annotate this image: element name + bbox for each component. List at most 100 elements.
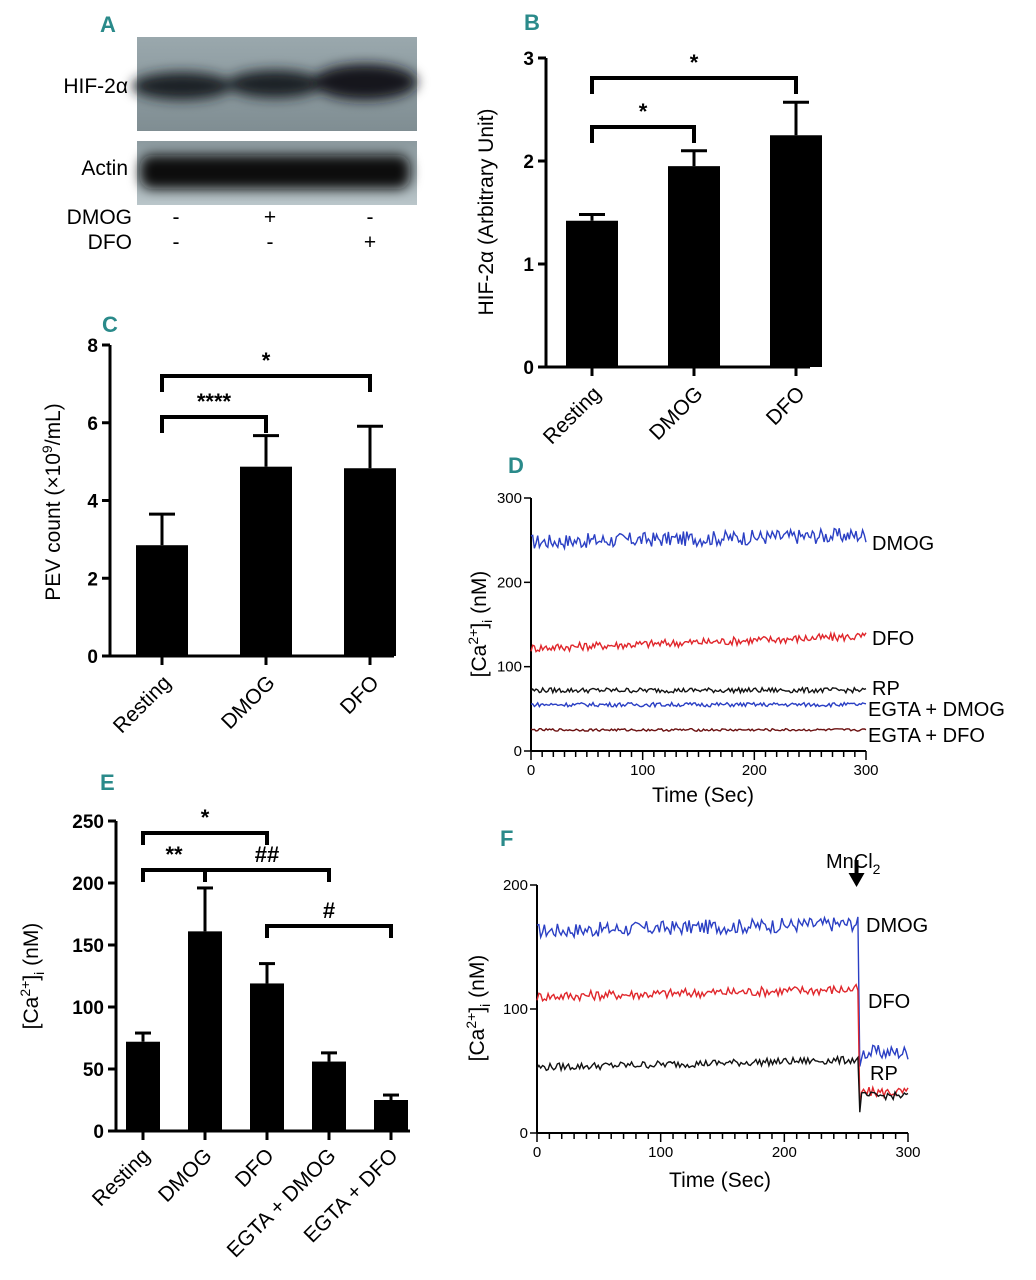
blot-label-actin: Actin [81,157,128,180]
bar-dmog [188,931,222,1131]
bar-dmog [668,166,720,367]
y-tick-label-300: 300 [497,490,522,507]
bar-egta-dfo [374,1100,408,1131]
bar-dfo [250,983,284,1131]
y-tick-label-200: 200 [497,574,522,591]
y-tick-label-100: 100 [72,998,104,1019]
x-label-dmog: DMOG [154,1144,216,1206]
treatment-label-dmog: DMOG [67,206,132,229]
y-tick-label-200: 200 [503,877,528,894]
y-tick-label-0: 0 [87,647,98,668]
x-label-resting: Resting [539,382,606,449]
chart-f-ylabel: [Ca2+]i (nM) [463,955,493,1062]
x-label-egta-dmog: EGTA + DMOG [223,1144,341,1262]
significance-bracket-1 [160,415,268,433]
x-tick-label-300: 300 [853,762,878,779]
significance-label-2: * [262,348,271,373]
bar-resting [126,1041,160,1131]
y-tick-label-2: 2 [523,152,534,173]
panel-label-d: D [508,453,524,478]
treatment-label-dfo: DFO [88,231,132,254]
chart-f-mncl2-traces: 0 100 200 300 0 100 200 DMOG DFO RP [503,860,928,1161]
significance-bracket-2 [590,76,798,94]
significance-bracket-2 [160,374,372,392]
bar-resting [566,220,618,367]
significance-label-1: * [639,99,648,124]
y-tick-label-3: 3 [523,49,534,70]
y-tick-label-100: 100 [503,1001,528,1018]
trace-rp [536,1054,909,1113]
mncl2-annotation: MnCl2 [826,851,881,877]
significance-label-1: **** [197,389,232,414]
x-tick-label-200: 200 [742,762,767,779]
trace-rp [530,686,867,695]
x-tick-label-0: 0 [533,1144,541,1161]
chart-c-ylabel: PEV count (×109/mL) [39,403,65,600]
chart-f-xlabel: Time (Sec) [669,1169,771,1192]
panel-label-c: C [102,312,118,337]
x-tick-label-200: 200 [772,1144,797,1161]
y-tick-label-150: 150 [72,936,104,957]
trace-label-rp: RP [872,678,900,700]
significance-bracket-2 [141,868,207,882]
x-label-dmog: DMOG [217,671,279,733]
bar-resting [136,545,188,656]
trace-label-egta-dfo: EGTA + DFO [868,725,985,747]
x-label-resting: Resting [88,1144,155,1211]
trace-dfo [530,630,867,653]
panel-label-a: A [100,12,116,37]
x-tick-label-300: 300 [895,1144,920,1161]
dmog-mark-lane-3: - [367,206,374,229]
x-label-resting: Resting [109,671,176,738]
x-tick-label-100: 100 [648,1144,673,1161]
panel-label-f: F [500,826,513,851]
y-tick-label-100: 100 [497,659,522,676]
significance-label-2: * [690,50,699,75]
x-label-dfo: DFO [231,1144,279,1192]
y-tick-label-6: 6 [87,414,98,435]
y-tick-label-0: 0 [93,1122,104,1143]
trace-egta-dfo [530,727,867,732]
y-tick-label-0: 0 [523,358,534,379]
significance-label-3: ## [255,842,279,867]
dfo-mark-lane-1: - [173,231,180,254]
trace-label-dmog: DMOG [866,915,928,937]
panel-label-e: E [100,770,115,795]
panel-label-b: B [524,10,540,35]
x-tick-label-0: 0 [527,762,535,779]
bar-dmog [240,466,292,656]
significance-bracket-1 [141,831,269,845]
trace-label-dfo: DFO [872,628,914,650]
significance-bracket-4 [265,924,393,938]
y-tick-label-8: 8 [87,336,98,357]
chart-d-ylabel: [Ca2+]i (nM) [465,571,495,678]
bar-dfo [770,135,822,367]
trace-dfo [536,983,909,1106]
trace-egta-dmog [530,701,867,709]
dfo-mark-lane-2: - [267,231,274,254]
x-tick-label-100: 100 [630,762,655,779]
y-tick-label-0: 0 [520,1125,528,1142]
bar-dfo [344,468,396,656]
trace-label-dmog: DMOG [872,533,934,555]
chart-d-xlabel: Time (Sec) [652,784,754,807]
actin-band [140,155,410,189]
hif-band-lane-1 [132,72,232,100]
trace-dmog [530,526,867,551]
significance-bracket-1 [590,125,696,143]
dmog-mark-lane-1: - [173,206,180,229]
significance-label-4: # [323,898,335,923]
significance-label-2: ** [165,842,183,867]
mncl2-arrow-head [848,873,865,887]
chart-e-ylabel: [Ca2+]i (nM) [17,923,47,1030]
hif-band-lane-3 [313,64,417,100]
y-tick-label-1: 1 [523,255,534,276]
trace-label-dfo: DFO [868,991,910,1013]
western-blot: HIF-2α Actin DMOG DFO - + - - - + [63,37,417,254]
y-tick-label-2: 2 [87,569,98,590]
y-tick-label-4: 4 [87,492,98,513]
x-label-dfo: DFO [762,382,810,430]
